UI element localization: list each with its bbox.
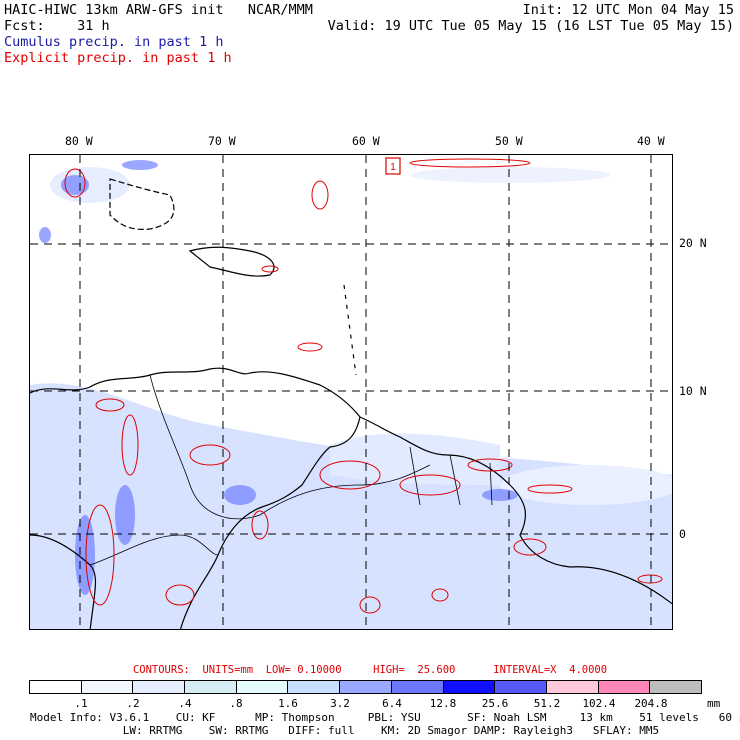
lat-label-10n: 10 N <box>679 384 707 398</box>
forecast-hour: Fcst: 31 h <box>4 18 110 34</box>
colorbar-swatch <box>81 681 134 693</box>
color-bar <box>29 680 702 694</box>
valid-time: Valid: 19 UTC Tue 05 May 15 (16 LST Tue … <box>327 18 734 34</box>
field-label-explicit: Explicit precip. in past 1 h <box>4 50 232 66</box>
model-info-line1: Model Info: V3.6.1 CU: KF MP: Thompson P… <box>30 711 740 724</box>
lon-label-70w: 70 W <box>208 134 236 148</box>
lon-label-40w: 40 W <box>637 134 665 148</box>
colorbar-swatch <box>443 681 496 693</box>
colorbar-swatch <box>185 681 237 693</box>
lon-label-60w: 60 W <box>352 134 380 148</box>
colorbar-swatch <box>236 681 289 693</box>
lat-label-equator: 0 <box>679 527 686 541</box>
max-marker: 1 <box>385 157 401 175</box>
colorbar-tick: .1 <box>74 697 88 710</box>
colorbar-swatch <box>598 681 651 693</box>
cumulus-precip-field <box>30 167 672 629</box>
colorbar-swatch <box>650 681 701 693</box>
coastlines <box>30 178 672 629</box>
lon-label-50w: 50 W <box>495 134 523 148</box>
colorbar-tick: 1.6 <box>278 697 298 710</box>
colorbar-swatch <box>546 681 599 693</box>
lat-label-20n: 20 N <box>679 236 707 250</box>
explicit-precip-contours <box>64 158 663 614</box>
colorbar-swatch <box>30 681 82 693</box>
colorbar-tick: .4 <box>178 697 192 710</box>
colorbar-swatch <box>495 681 547 693</box>
model-title: HAIC-HIWC 13km ARW-GFS init NCAR/MMM <box>4 2 313 18</box>
colorbar-tick: 102.4 <box>582 697 616 710</box>
contour-info: CONTOURS: UNITS=mm LOW= 0.10000 HIGH= 25… <box>132 664 608 676</box>
lon-label-80w: 80 W <box>65 134 93 148</box>
precip-map: 1 <box>29 154 673 630</box>
colorbar-tick: 51.2 <box>533 697 561 710</box>
model-info-line2: LW: RRTMG SW: RRTMG DIFF: full KM: 2D Sm… <box>30 724 660 737</box>
colorbar-tick: 3.2 <box>330 697 350 710</box>
colorbar-tick: 25.6 <box>481 697 509 710</box>
colorbar-tick: .8 <box>229 697 243 710</box>
graticule <box>30 155 672 629</box>
init-time: Init: 12 UTC Mon 04 May 15 <box>522 2 734 18</box>
colorbar-tick: 12.8 <box>429 697 457 710</box>
colorbar-tick: .2 <box>126 697 140 710</box>
svg-text:1: 1 <box>390 162 396 173</box>
colorbar-swatch <box>133 681 186 693</box>
colorbar-swatch <box>340 681 392 693</box>
colorbar-swatch <box>391 681 444 693</box>
colorbar-swatch <box>288 681 341 693</box>
field-label-cumulus: Cumulus precip. in past 1 h <box>4 34 224 50</box>
colorbar-units: mm <box>707 697 721 710</box>
colorbar-tick: 204.8 <box>634 697 668 710</box>
colorbar-tick: 6.4 <box>382 697 402 710</box>
